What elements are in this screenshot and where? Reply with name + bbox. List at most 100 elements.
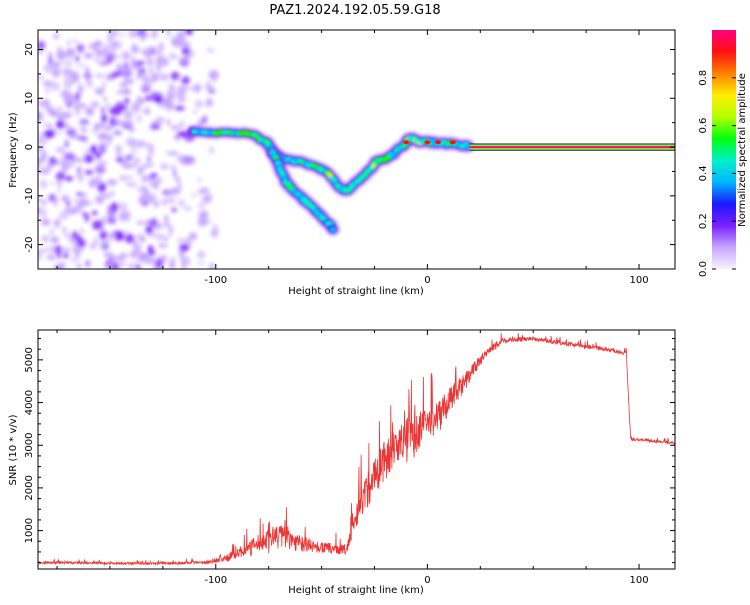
noise-blob: [71, 75, 80, 84]
noise-blob: [165, 105, 175, 112]
noise-blob: [159, 163, 169, 170]
noise-blob: [143, 74, 150, 84]
noise-blob: [188, 155, 195, 164]
noise-blob: [63, 78, 74, 89]
noise-blob: [113, 119, 124, 125]
noise-blob: [97, 160, 108, 166]
noise-blob: [61, 195, 70, 202]
y-tick-label: 5000: [24, 347, 35, 372]
noise-blob: [154, 95, 164, 104]
noise-blob: [116, 202, 128, 212]
noise-blob: [83, 52, 94, 58]
noise-blob: [200, 187, 210, 194]
noise-blob: [54, 244, 63, 255]
noise-blob: [208, 70, 219, 80]
noise-blob: [135, 61, 145, 66]
spectrogram-xlabel: Height of straight line (km): [288, 286, 424, 297]
noise-blob: [197, 251, 206, 259]
noise-blob: [164, 237, 168, 241]
x-tick-label: 0: [424, 575, 430, 586]
noise-blob: [100, 107, 106, 114]
noise-blob: [178, 132, 186, 138]
noise-blob: [76, 235, 83, 242]
noise-blob: [177, 238, 186, 243]
noise-blob: [98, 61, 109, 66]
noise-blob: [88, 201, 92, 206]
noise-blob: [122, 162, 133, 169]
y-tick-label: 0: [24, 144, 35, 150]
noise-blob: [149, 173, 158, 179]
noise-blob: [107, 179, 117, 186]
noise-blob: [106, 217, 117, 224]
noise-blob: [123, 111, 134, 119]
noise-blob: [58, 131, 62, 136]
noise-blob: [74, 109, 81, 116]
noise-blob: [135, 73, 144, 80]
noise-blob: [123, 176, 134, 180]
noise-blob: [75, 55, 80, 62]
noise-blob: [107, 210, 116, 220]
noise-blob: [95, 50, 102, 57]
noise-blob: [135, 140, 146, 148]
noise-blob: [83, 152, 87, 160]
noise-blob: [144, 220, 150, 225]
lower-signal-branch: [266, 147, 339, 235]
noise-blob: [57, 46, 62, 57]
y-tick-label: 2000: [24, 475, 35, 500]
noise-blob: [170, 125, 181, 131]
noise-blob: [95, 151, 102, 160]
noise-blob: [149, 66, 154, 76]
noise-blob: [123, 68, 133, 73]
noise-blob: [100, 240, 106, 250]
x-tick-label: -100: [204, 575, 227, 586]
noise-blob: [181, 76, 190, 85]
noise-blob: [160, 73, 169, 81]
noise-blob: [112, 107, 123, 116]
snr-ticks: -100 0 100 1000 2000 3000 4000 5000: [24, 330, 675, 586]
noise-blob: [84, 154, 94, 163]
noise-blob: [135, 263, 141, 269]
noise-blob: [172, 36, 180, 40]
spectrogram-ylabel: Frequency (Hz): [8, 112, 19, 188]
noise-blob: [156, 177, 163, 184]
noise-blob: [188, 232, 198, 241]
noise-blob: [146, 231, 157, 238]
noise-blob: [76, 43, 85, 53]
noise-blob: [80, 127, 88, 133]
noise-blob: [77, 84, 84, 94]
noise-blob: [139, 185, 149, 191]
noise-blob: [141, 163, 148, 170]
noise-blob: [136, 220, 145, 225]
noise-blob: [40, 156, 47, 160]
noise-blob: [170, 207, 178, 212]
noise-blob: [76, 261, 82, 269]
noise-blob: [113, 71, 123, 77]
noise-blob: [144, 95, 156, 102]
noise-blob: [55, 160, 61, 164]
noise-blob: [166, 231, 173, 237]
signal-core: [330, 177, 338, 183]
noise-blob: [183, 206, 192, 212]
noise-blob: [61, 227, 68, 232]
noise-blob: [146, 59, 154, 65]
noise-blob: [117, 153, 123, 159]
noise-blob: [207, 88, 216, 94]
noise-blob: [128, 262, 135, 269]
noise-blob: [109, 232, 114, 242]
noise-blob: [155, 258, 164, 268]
noise-blob: [119, 83, 128, 87]
y-tick-label: -20: [24, 236, 35, 252]
noise-blob: [78, 103, 87, 109]
noise-blob: [64, 60, 73, 66]
noise-blob: [148, 177, 160, 187]
noise-blob: [76, 239, 87, 247]
noise-blob: [128, 251, 138, 259]
noise-blob: [153, 30, 158, 36]
noise-blob: [92, 129, 97, 135]
noise-blob: [45, 162, 54, 170]
y-tick-label: 20: [24, 43, 35, 56]
noise-blob: [55, 172, 65, 180]
noise-blob: [109, 190, 115, 197]
noise-blob: [64, 206, 75, 215]
